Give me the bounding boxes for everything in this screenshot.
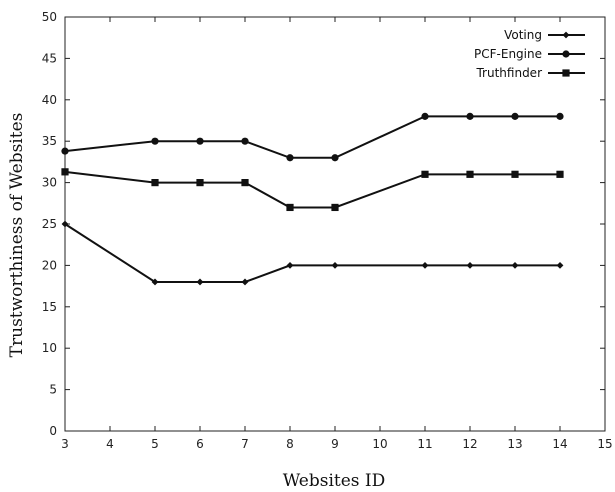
data-point-pcf-engine [556,112,564,120]
data-point-truthfinder [511,170,519,178]
y-tick-label: 40 [42,93,57,107]
y-tick-label: 0 [49,424,57,438]
data-point-pcf-engine [511,112,519,120]
x-tick-label: 15 [597,437,612,451]
data-point-voting [196,278,204,286]
data-point-pcf-engine [421,112,429,120]
data-point-pcf-engine [196,137,204,145]
y-tick-label: 5 [49,383,57,397]
x-tick-label: 13 [507,437,522,451]
data-point-pcf-engine [466,112,474,120]
series-pcf-engine [61,112,564,162]
data-point-voting [286,262,294,269]
data-point-truthfinder [286,203,294,212]
data-point-voting [511,262,519,269]
data-point-voting [421,262,429,269]
x-tick-label: 7 [241,437,249,451]
legend-label-truthfinder: Truthfinder [475,66,542,80]
data-point-truthfinder [421,170,429,178]
data-point-truthfinder [556,170,564,178]
data-point-voting [556,262,564,269]
x-tick-label: 11 [417,437,432,451]
x-tick-label: 12 [462,437,477,451]
y-tick-label: 25 [42,217,57,231]
data-point-truthfinder [196,179,204,187]
y-tick-label: 15 [42,300,57,314]
data-point-truthfinder [466,170,474,178]
x-tick-label: 9 [331,437,339,451]
y-tick-label: 30 [42,176,57,190]
y-tick-label: 35 [42,134,57,148]
data-point-pcf-engine [241,137,249,145]
legend-label-pcf-engine: PCF-Engine [474,47,542,61]
data-point-truthfinder [241,179,249,187]
data-point-pcf-engine [331,154,339,162]
legend-marker-truthfinder [562,69,570,77]
legend-marker-pcf-engine [562,50,570,58]
y-axis-title: Trustworthiness of Websites [7,113,27,358]
x-tick-label: 14 [552,437,567,451]
data-point-voting [466,262,474,269]
legend-label-voting: Voting [504,28,542,42]
data-point-pcf-engine [151,137,159,145]
data-point-pcf-engine [286,154,294,162]
y-tick-label: 50 [42,10,57,24]
x-tick-label: 8 [286,437,294,451]
x-tick-label: 4 [106,437,114,451]
x-tick-label: 6 [196,437,204,451]
y-tick-label: 10 [42,341,57,355]
y-tick-label: 45 [42,51,57,65]
x-axis-title: Websites ID [283,471,386,491]
data-point-truthfinder [331,203,339,212]
data-point-pcf-engine [61,147,69,155]
data-point-voting [151,278,159,286]
legend-marker-voting [562,31,570,39]
x-tick-label: 10 [372,437,387,451]
series-voting [61,220,564,286]
x-tick-label: 5 [151,437,159,451]
y-tick-label: 20 [42,258,57,272]
series-line-pcf-engine [64,115,560,159]
series-line-voting [64,223,560,283]
data-point-truthfinder [151,179,159,187]
series-line-truthfinder [64,170,560,209]
data-point-voting [331,262,339,269]
series-truthfinder [61,168,564,212]
x-tick-label: 3 [61,437,69,451]
legend: Voting PCF-Engine Truthfinder [474,28,585,80]
data-point-truthfinder [61,168,69,176]
data-point-voting [241,278,249,286]
data-point-voting [61,220,69,228]
